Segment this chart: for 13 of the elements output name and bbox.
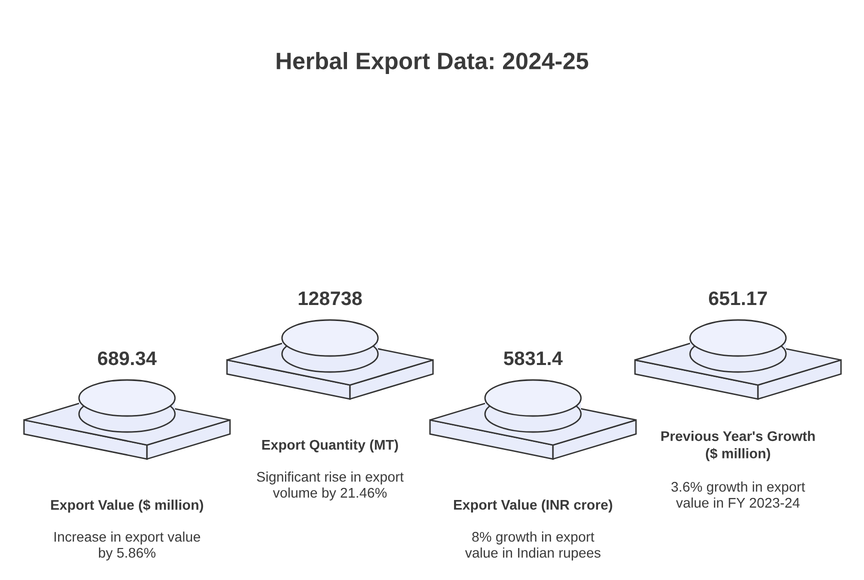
data-label: 128738	[298, 291, 362, 306]
category-label: Previous Year's Growth ($ million)	[661, 430, 815, 462]
category-label: Export Value ($ million)	[51, 499, 204, 513]
text: Herbal Export Data: 2024-25	[276, 52, 588, 74]
data-label: 5831.4	[504, 351, 563, 366]
data-label: 651.17	[708, 291, 767, 306]
category-label: Export Value (INR crore)	[454, 500, 612, 512]
text: 8% growth in export value in Indian rupees	[465, 532, 600, 560]
data-label: 689.34	[98, 351, 157, 366]
text: Increase in export value by 5.86%	[54, 532, 200, 560]
text: 3.6% growth in export value in FY 2023-24	[671, 482, 806, 508]
text: Significant rise in export volume by 21.46%	[256, 472, 404, 500]
category-label: Export Quantity (MT)	[262, 440, 398, 452]
